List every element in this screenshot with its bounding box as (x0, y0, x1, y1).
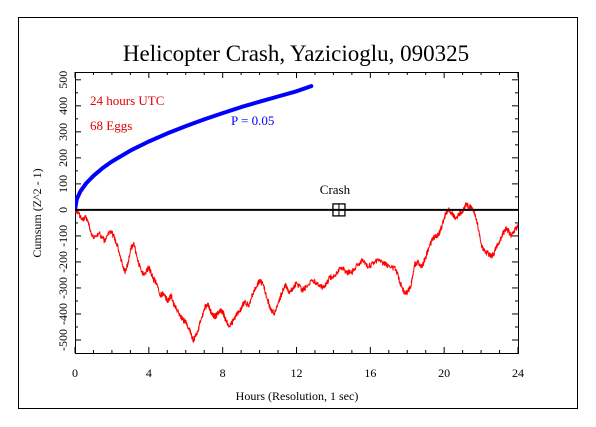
x-axis: 0 4 8 12 16 20 24 (72, 72, 524, 380)
x-axis-title: Hours (Resolution, 1 sec) (236, 389, 359, 403)
cumulative-deviation-line (75, 202, 518, 343)
x-tick-label: 8 (220, 366, 226, 380)
y-axis-title: Cumsum (Z^2 - 1) (30, 168, 44, 257)
y-tick-label: 100 (56, 175, 70, 193)
figure-frame (18, 17, 578, 409)
x-tick-label: 0 (72, 366, 78, 380)
series-layer (75, 84, 518, 343)
x-tick-label: 20 (438, 366, 450, 380)
probability-annotation: P = 0.05 (231, 113, 274, 128)
x-tick-label: 12 (291, 366, 303, 380)
x-tick-label: 24 (512, 366, 524, 380)
y-tick-label: -500 (56, 329, 70, 351)
chart-title: Helicopter Crash, Yazicioglu, 090325 (123, 41, 469, 66)
crash-label: Crash (320, 182, 351, 197)
y-tick-label: 200 (56, 149, 70, 167)
egg-count-annotation: 68 Eggs (90, 118, 132, 133)
hours-utc-annotation: 24 hours UTC (90, 93, 164, 108)
y-tick-label: 500 (56, 71, 70, 89)
y-tick-label: 300 (56, 123, 70, 141)
y-tick-label: -200 (56, 251, 70, 273)
y-tick-label: -300 (56, 277, 70, 299)
y-tick-label: 400 (56, 97, 70, 115)
probability-envelope-line (75, 84, 314, 212)
y-tick-label: 0 (56, 207, 70, 213)
y-tick-label: -400 (56, 303, 70, 325)
x-tick-label: 4 (146, 366, 152, 380)
crash-event-marker: Crash (320, 182, 351, 217)
x-tick-label: 16 (364, 366, 376, 380)
y-tick-label: -100 (56, 225, 70, 247)
